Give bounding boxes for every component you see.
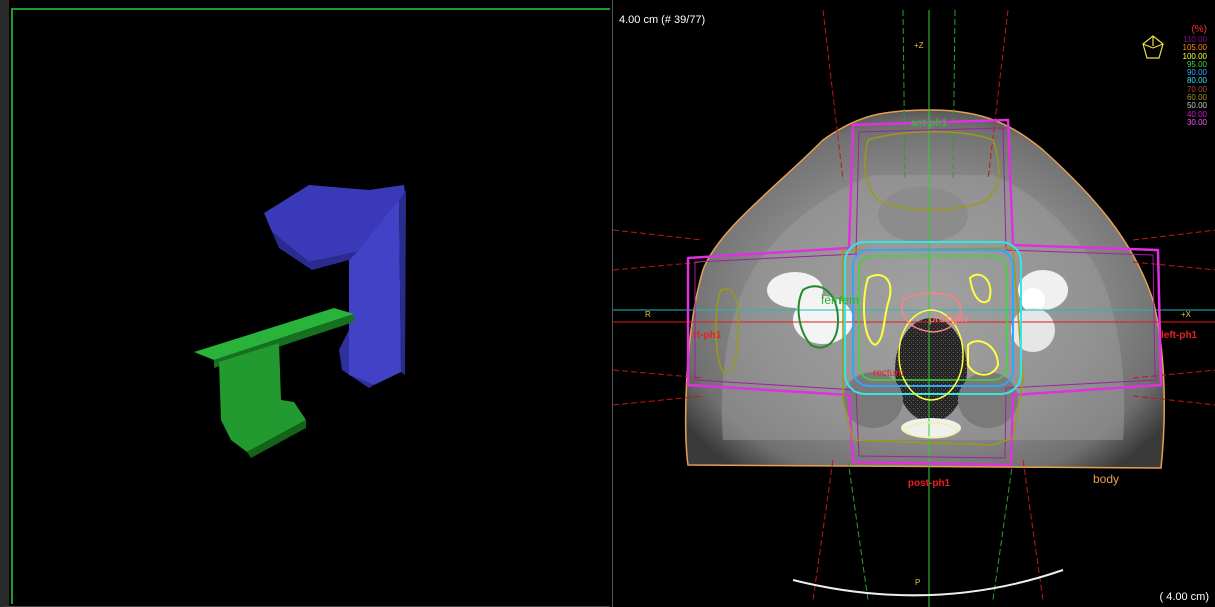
- machine-3d-render: [194, 185, 406, 458]
- legend-level: 30.00: [1186, 117, 1207, 127]
- legend-level: 70.00: [1186, 84, 1207, 94]
- prostate-contour: [901, 292, 962, 333]
- axis-label-bottom: P: [915, 578, 920, 587]
- structure-label-prostate: prostate: [929, 313, 969, 325]
- ct-slice-render: +Z P R +X ant-ph1 post-ph1 left-ph1 rt-p…: [613, 9, 1215, 607]
- viewport-frame: [11, 8, 610, 604]
- structure-label-femur-right: fem: [821, 293, 841, 307]
- legend-level: 50.00: [1186, 101, 1207, 111]
- structure-label-rectum: rectum: [873, 368, 904, 379]
- couch-model: [194, 308, 354, 458]
- gantry-model: [264, 185, 406, 388]
- structure-label-body: body: [1093, 472, 1119, 486]
- patient-orientation-icon[interactable]: [1142, 35, 1164, 59]
- beam-label-ant: ant-ph1: [911, 118, 948, 129]
- legend-level: 40.00: [1186, 109, 1207, 119]
- legend-levels: 110.00 105.00 100.00 95.00 90.00 80.00 70.00 60…: [1182, 35, 1207, 127]
- isodose-60-line: [864, 131, 1000, 211]
- axis-label-left: R: [645, 310, 651, 319]
- legend-header: (%): [1191, 24, 1207, 35]
- structure-label-femur-left: fem: [839, 293, 859, 307]
- legend-level: 110.00: [1183, 35, 1207, 44]
- axis-label-top: +Z: [914, 41, 924, 50]
- axial-ct-viewport[interactable]: +Z P R +X ant-ph1 post-ph1 left-ph1 rt-p…: [612, 0, 1215, 607]
- legend-level: 95.00: [1186, 59, 1207, 69]
- isodose-80-line: [844, 241, 1022, 395]
- legend-level: 90.00: [1186, 68, 1207, 78]
- beam-label-right: rt-ph1: [693, 330, 722, 341]
- slice-position-readout: 4.00 cm (# 39/77): [619, 14, 706, 26]
- scale-readout: ( 4.00 cm): [1159, 591, 1209, 603]
- isodose-100-line: [863, 273, 892, 347]
- beam-eye-3d-viewport[interactable]: [0, 0, 610, 607]
- beam-label-post: post-ph1: [908, 478, 951, 489]
- axis-label-right: +X: [1181, 310, 1192, 319]
- femur-right-contour: [797, 285, 840, 349]
- beam-label-left: left-ph1: [1161, 330, 1198, 341]
- legend-level: 100.00: [1182, 51, 1207, 61]
- legend-level: 60.00: [1186, 93, 1207, 103]
- isodose-legend[interactable]: (%) 110.00 105.00 100.00 95.00 90.00 80.00 70.…: [1183, 24, 1207, 127]
- legend-level: 105.00: [1182, 43, 1207, 53]
- couch-arc: [792, 569, 1064, 597]
- legend-level: 80.00: [1186, 76, 1207, 86]
